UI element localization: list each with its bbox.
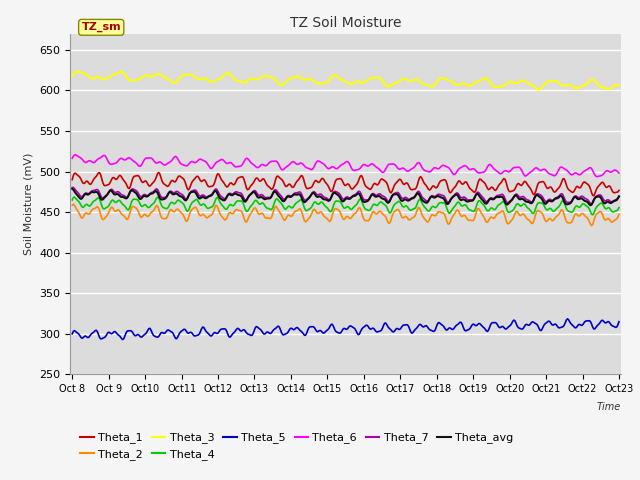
Y-axis label: Soil Moisture (mV): Soil Moisture (mV) — [24, 153, 34, 255]
Legend: Theta_1, Theta_2, Theta_3, Theta_4, Theta_5, Theta_6, Theta_7, Theta_avg: Theta_1, Theta_2, Theta_3, Theta_4, Thet… — [76, 428, 518, 464]
Text: TZ_sm: TZ_sm — [81, 22, 121, 33]
Title: TZ Soil Moisture: TZ Soil Moisture — [290, 16, 401, 30]
Text: Time: Time — [596, 402, 621, 412]
